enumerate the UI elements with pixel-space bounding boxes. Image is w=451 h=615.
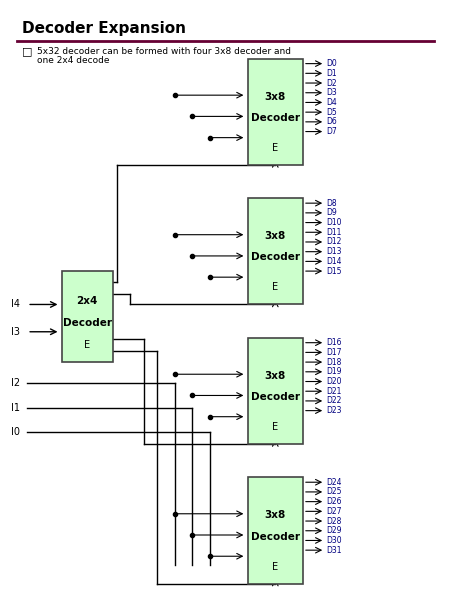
Text: D0: D0	[327, 59, 337, 68]
Text: D22: D22	[327, 397, 342, 405]
Text: Decoder: Decoder	[63, 318, 112, 328]
Text: 5x32 decoder can be formed with four 3x8 decoder and: 5x32 decoder can be formed with four 3x8…	[37, 47, 291, 56]
Text: Decoder: Decoder	[251, 392, 300, 402]
Text: D3: D3	[327, 88, 337, 97]
Text: D14: D14	[327, 257, 342, 266]
Text: D7: D7	[327, 127, 337, 136]
Text: D29: D29	[327, 526, 342, 535]
Text: E: E	[272, 143, 278, 153]
Text: D19: D19	[327, 367, 342, 376]
Text: 3x8: 3x8	[265, 231, 286, 241]
Text: D24: D24	[327, 478, 342, 486]
Text: Decoder: Decoder	[251, 113, 300, 123]
Text: D11: D11	[327, 228, 342, 237]
Text: D1: D1	[327, 69, 337, 78]
Text: I2: I2	[11, 378, 20, 388]
FancyBboxPatch shape	[248, 59, 303, 165]
Text: I4: I4	[11, 300, 20, 309]
Text: D9: D9	[327, 208, 337, 217]
Text: E: E	[272, 282, 278, 293]
Text: E: E	[272, 422, 278, 432]
Text: I1: I1	[11, 403, 20, 413]
Text: Decoder: Decoder	[251, 252, 300, 263]
Text: D5: D5	[327, 108, 337, 117]
Text: D30: D30	[327, 536, 342, 545]
Text: D15: D15	[327, 266, 342, 276]
Text: D23: D23	[327, 406, 342, 415]
FancyBboxPatch shape	[62, 271, 113, 362]
Text: D8: D8	[327, 199, 337, 208]
Text: D26: D26	[327, 497, 342, 506]
Text: 2x4: 2x4	[77, 296, 98, 306]
Text: I3: I3	[11, 327, 20, 337]
Text: one 2x4 decode: one 2x4 decode	[37, 56, 110, 65]
Text: □: □	[22, 47, 32, 57]
Text: D17: D17	[327, 348, 342, 357]
Text: D20: D20	[327, 377, 342, 386]
Text: D13: D13	[327, 247, 342, 256]
Text: D6: D6	[327, 117, 337, 126]
Text: E: E	[84, 340, 90, 350]
Text: D28: D28	[327, 517, 342, 526]
Text: D27: D27	[327, 507, 342, 516]
Text: Decoder: Decoder	[251, 531, 300, 542]
FancyBboxPatch shape	[248, 198, 303, 304]
Text: D16: D16	[327, 338, 342, 347]
Text: E: E	[272, 561, 278, 571]
Text: D31: D31	[327, 546, 342, 555]
Text: 3x8: 3x8	[265, 92, 286, 101]
Text: D2: D2	[327, 79, 337, 87]
Text: Decoder Expansion: Decoder Expansion	[22, 21, 186, 36]
Text: D10: D10	[327, 218, 342, 227]
FancyBboxPatch shape	[248, 477, 303, 584]
Text: D18: D18	[327, 357, 342, 367]
Text: D21: D21	[327, 387, 342, 395]
FancyBboxPatch shape	[248, 338, 303, 444]
Text: 3x8: 3x8	[265, 371, 286, 381]
Text: D12: D12	[327, 237, 342, 247]
Text: 3x8: 3x8	[265, 510, 286, 520]
Text: D4: D4	[327, 98, 337, 107]
Text: D25: D25	[327, 488, 342, 496]
Text: I0: I0	[11, 427, 20, 437]
